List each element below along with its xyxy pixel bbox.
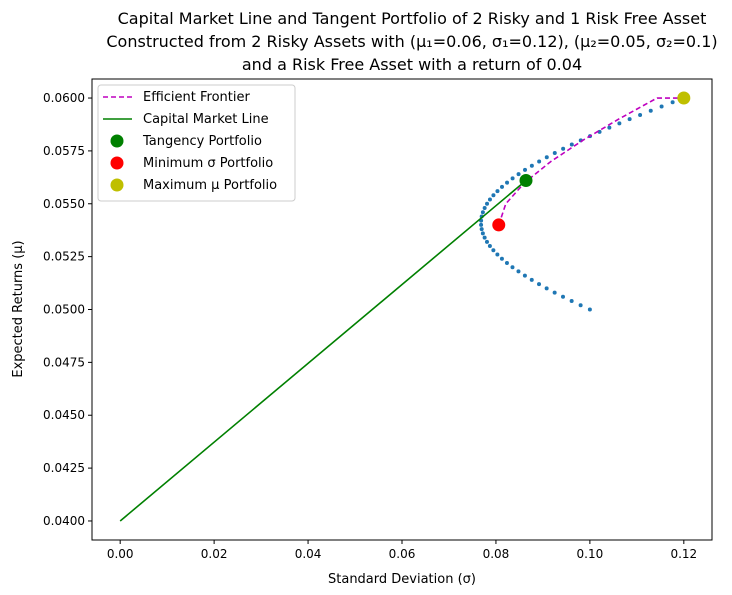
series-layer: [119, 91, 691, 522]
portfolio-point: [638, 112, 643, 117]
y-axis-ticks: 0.0400 0.0425 0.0450 0.0475 0.0500 0.0525 0.05…: [43, 91, 92, 528]
portfolio-point: [495, 189, 500, 194]
chart-title: Capital Market Line and Tangent Portfoli…: [106, 9, 717, 74]
portfolio-point: [627, 117, 632, 122]
x-axis-label: Standard Deviation (σ): [328, 572, 476, 587]
legend-item: Capital Market Line: [103, 112, 269, 127]
portfolio-point: [587, 307, 592, 312]
portfolio-point: [505, 180, 510, 185]
tangency-portfolio-marker: [519, 174, 533, 188]
portfolio-point: [552, 290, 557, 295]
x-axis-ticks: 0.00 0.02 0.04 0.06 0.08 0.10 0.12: [107, 540, 697, 561]
portfolio-point: [485, 201, 490, 206]
portfolio-point: [578, 303, 583, 308]
portfolio-point: [500, 184, 505, 189]
legend-item: Maximum μ Portfolio: [110, 178, 277, 193]
y-tick-label: 0.0600: [43, 91, 85, 105]
portfolio-point: [499, 256, 504, 261]
portfolio-point: [648, 108, 653, 113]
title-line-3: and a Risk Free Asset with a return of 0…: [242, 55, 582, 74]
y-tick-label: 0.0475: [43, 355, 85, 369]
minimum-sigma-portfolio-marker: [492, 218, 506, 232]
portfolio-point: [670, 100, 675, 105]
portfolio-point: [552, 151, 557, 156]
portfolio-point: [529, 277, 534, 282]
portfolio-point: [516, 172, 521, 177]
maximum-mu-portfolio-marker: [677, 91, 691, 105]
legend-item: Efficient Frontier: [103, 90, 250, 105]
portfolio-point: [504, 260, 509, 265]
portfolio-point: [569, 142, 574, 147]
title-line-1: Capital Market Line and Tangent Portfoli…: [118, 9, 707, 28]
legend-label: Tangency Portfolio: [142, 134, 262, 149]
portfolio-point: [484, 239, 489, 244]
portfolio-point: [480, 210, 485, 215]
portfolio-point: [516, 269, 521, 274]
legend-marker-circle: [110, 178, 124, 192]
portfolio-point: [569, 299, 574, 304]
y-tick-label: 0.0400: [43, 514, 85, 528]
portfolio-point: [659, 104, 664, 109]
portfolio-point: [617, 121, 622, 126]
y-tick-label: 0.0450: [43, 408, 85, 422]
portfolio-point: [491, 248, 496, 253]
portfolio-point: [607, 125, 612, 130]
portfolio-point: [561, 146, 566, 151]
portfolio-point: [487, 197, 492, 202]
portfolio-point: [480, 231, 485, 236]
y-axis-label: Expected Returns (μ): [11, 240, 26, 377]
portfolio-point: [510, 176, 515, 181]
portfolio-point: [510, 265, 515, 270]
portfolio-point: [479, 227, 484, 232]
plot-area: 0.00 0.02 0.04 0.06 0.08 0.10 0.12 0.0400 0.042…: [43, 78, 713, 561]
portfolio-point: [523, 167, 528, 172]
portfolio-point: [544, 155, 549, 160]
capital-market-line: [119, 179, 527, 522]
y-tick-label: 0.0550: [43, 197, 85, 211]
legend-marker-circle: [110, 134, 124, 148]
portfolio-point: [560, 294, 565, 299]
plot-frame: [91, 78, 713, 541]
portfolio-point: [537, 159, 542, 164]
legend-label: Maximum μ Portfolio: [143, 178, 277, 193]
legend-item: Minimum σ Portfolio: [110, 156, 273, 171]
portfolio-point: [479, 222, 484, 227]
y-tick-label: 0.0575: [43, 144, 85, 158]
legend-frame: [97, 84, 296, 202]
x-tick-label: 0.00: [107, 547, 134, 561]
x-tick-label: 0.02: [201, 547, 228, 561]
title-line-2: Constructed from 2 Risky Assets with (μ₁…: [106, 32, 717, 51]
x-tick-label: 0.12: [670, 547, 697, 561]
legend-label: Minimum σ Portfolio: [143, 156, 273, 171]
portfolio-point: [522, 273, 527, 278]
legend-item: Tangency Portfolio: [110, 134, 262, 149]
portfolio-point: [482, 205, 487, 210]
legend: Efficient Frontier Capital Market Line Tan…: [97, 84, 296, 202]
x-tick-label: 0.06: [389, 547, 416, 561]
y-tick-label: 0.0425: [43, 461, 85, 475]
legend-label: Efficient Frontier: [143, 90, 250, 105]
portfolio-point: [491, 193, 496, 198]
x-tick-label: 0.04: [295, 547, 322, 561]
portfolio-point: [495, 252, 500, 257]
portfolio-point: [529, 163, 534, 168]
portfolio-point: [544, 286, 549, 291]
portfolio-point: [487, 244, 492, 249]
portfolio-point: [482, 235, 487, 240]
y-tick-label: 0.0500: [43, 303, 85, 317]
x-tick-label: 0.10: [577, 547, 604, 561]
efficient-frontier-line: [497, 97, 684, 226]
legend-label: Capital Market Line: [143, 112, 269, 127]
y-tick-label: 0.0525: [43, 250, 85, 264]
legend-marker-circle: [110, 156, 124, 170]
portfolio-point: [537, 282, 542, 287]
x-tick-label: 0.08: [483, 547, 510, 561]
legend-items: Efficient Frontier Capital Market Line Tan…: [103, 90, 277, 193]
